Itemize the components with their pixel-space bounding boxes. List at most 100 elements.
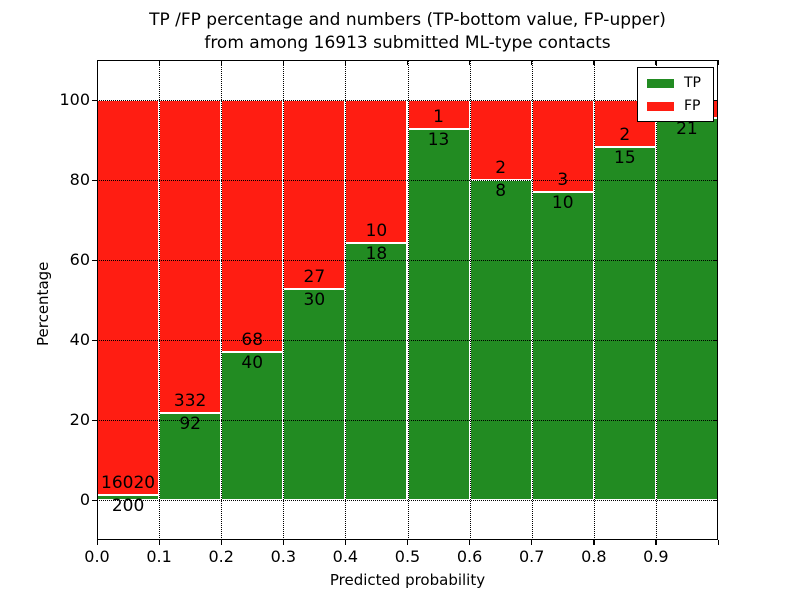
y-tick-label: 60 [69, 250, 90, 269]
fp-count-label: 10 [365, 220, 388, 241]
legend-label-tp: TP [684, 75, 701, 91]
x-tick-mark [344, 540, 347, 545]
y-tick-mark-right [713, 339, 718, 341]
tp-bar-segment [221, 351, 284, 500]
y-axis-label: Percentage [34, 261, 52, 346]
x-tick-mark [96, 540, 98, 545]
x-tick-mark [282, 540, 285, 545]
x-tick-mark-top [531, 60, 533, 65]
y-tick-mark-right [713, 259, 718, 261]
legend-entry-tp: TP [647, 75, 701, 91]
x-tick-mark-top [407, 60, 409, 65]
x-tick-mark-top [717, 60, 719, 65]
x-tick-mark-top [469, 60, 471, 65]
x-tick-mark [407, 540, 409, 545]
tp-count-label: 40 [241, 352, 264, 373]
vertical-gridline [345, 60, 347, 540]
x-axis-label: Predicted probability [329, 571, 486, 589]
vertical-gridline [593, 60, 595, 540]
fp-color-swatch [647, 101, 674, 111]
fp-bar-segment [221, 100, 284, 352]
x-tick-label: 0.9 [643, 547, 669, 566]
tp-count-label: 30 [303, 290, 326, 311]
tp-bar-segment [593, 147, 656, 500]
vertical-gridline [469, 60, 471, 540]
x-tick-label: 0.3 [270, 547, 297, 566]
chart-title-line1: TP /FP percentage and numbers (TP-bottom… [149, 10, 666, 30]
tp-bar-segment [345, 242, 408, 500]
y-tick-label: 40 [69, 330, 90, 349]
x-tick-mark [158, 540, 160, 545]
legend-entry-fp: FP [647, 98, 701, 114]
chart-title-line2: from among 16913 submitted ML-type conta… [204, 33, 611, 53]
tp-bar-segment [283, 289, 346, 500]
tp-count-label: 21 [676, 119, 698, 140]
vertical-gridline [655, 60, 657, 540]
x-tick-label: 0.5 [394, 547, 421, 566]
y-tick-label: 80 [69, 170, 90, 189]
fp-count-label: 27 [303, 267, 326, 288]
fp-count-label: 16020 [101, 473, 156, 494]
x-tick-label: 0.2 [208, 547, 234, 566]
x-tick-mark-top [96, 60, 98, 65]
x-tick-label: 0.7 [518, 547, 545, 566]
tp-bar-segment [655, 118, 718, 500]
tp-bar-segment [531, 192, 594, 500]
tp-count-label: 8 [495, 181, 507, 201]
x-tick-mark [655, 540, 657, 545]
legend: TP FP [637, 67, 714, 122]
fp-bar-segment [531, 100, 594, 193]
x-tick-label: 0.4 [332, 547, 359, 566]
fp-bar-segment [97, 100, 160, 496]
x-tick-label: 0.6 [456, 547, 483, 566]
fp-count-label: 68 [241, 329, 264, 350]
y-tick-mark-right [713, 99, 718, 101]
fp-count-label: 1 [433, 106, 444, 127]
tp-bar-segment [159, 413, 222, 500]
y-tick-mark [92, 179, 97, 181]
vertical-gridline [221, 60, 223, 540]
x-tick-mark [531, 540, 533, 545]
fp-count-label: 2 [495, 158, 507, 178]
fp-bar-segment [345, 100, 408, 243]
x-tick-mark-top [655, 60, 657, 65]
tp-color-swatch [647, 78, 674, 88]
vertical-gridline [407, 60, 409, 540]
y-tick-mark [92, 499, 97, 501]
vertical-gridline [159, 60, 161, 540]
y-tick-label: 0 [79, 490, 90, 509]
y-tick-mark [92, 259, 97, 261]
fp-bar-segment [283, 100, 346, 290]
legend-label-fp: FP [684, 98, 701, 114]
tp-bar-segment [407, 128, 470, 500]
x-tick-mark [220, 540, 222, 545]
x-tick-mark [593, 540, 595, 545]
y-tick-mark-right [713, 499, 718, 501]
x-tick-mark [469, 540, 471, 545]
fp-count-label: 332 [173, 391, 207, 412]
tp-count-label: 10 [551, 193, 574, 214]
fp-bar-segment [159, 100, 222, 414]
x-tick-mark [717, 540, 719, 545]
y-tick-label: 20 [69, 410, 90, 429]
x-tick-mark-top [220, 60, 222, 65]
tp-count-label: 15 [614, 148, 636, 169]
x-tick-label: 0.8 [581, 547, 607, 566]
x-tick-label: 0.1 [146, 547, 172, 566]
x-tick-mark-top [282, 60, 285, 65]
fp-count-label: 3 [557, 170, 569, 191]
y-tick-mark-right [713, 419, 718, 421]
y-tick-mark-right [713, 179, 718, 181]
chart-title: TP /FP percentage and numbers (TP-bottom… [97, 9, 718, 55]
tp-count-label: 92 [179, 414, 201, 435]
vertical-gridline [283, 60, 285, 540]
x-tick-mark-top [593, 60, 595, 65]
y-tick-mark [92, 99, 97, 101]
tp-count-label: 18 [365, 243, 388, 264]
x-tick-mark-top [344, 60, 347, 65]
vertical-gridline [531, 60, 533, 540]
plot-area: 16020 200 332 92 68 40 27 30 10 18 1 13 2 8 3 10 2 15 21 T… [97, 60, 718, 540]
x-tick-label: 0.0 [84, 547, 110, 566]
fp-count-label: 2 [619, 125, 631, 146]
